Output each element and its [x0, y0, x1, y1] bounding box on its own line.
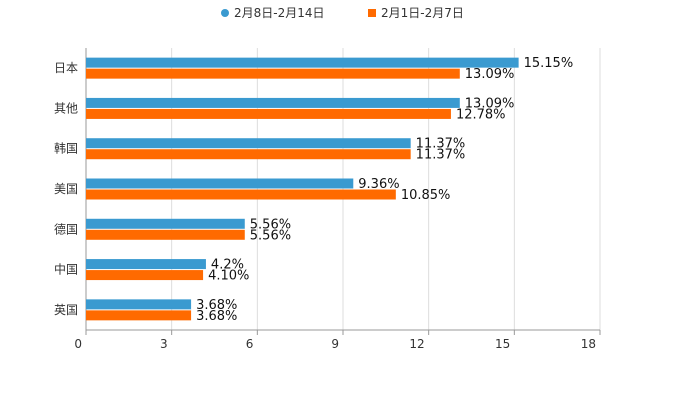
legend-marker-series-1 [221, 9, 229, 17]
bar-series-2-6[interactable] [86, 310, 192, 321]
bar-series-2-4[interactable] [86, 229, 245, 240]
bar-series-2-2[interactable] [86, 149, 411, 160]
data-label-series-1-3: 9.36% [358, 177, 399, 192]
data-label-series-2-2: 11.37% [416, 148, 466, 163]
category-label: 韩国 [54, 141, 78, 156]
data-label-series-2-3: 10.85% [401, 188, 451, 203]
legend-marker-series-2 [368, 9, 376, 17]
x-tick-label-0: 0 [74, 337, 82, 351]
legend: 2月8日-2月14日 2月1日-2月7日 [221, 6, 464, 20]
bar-series-1-6[interactable] [86, 299, 192, 310]
bar-series-1-0[interactable] [86, 57, 519, 68]
category-label: 美国 [54, 182, 78, 196]
legend-label-series-1: 2月8日-2月14日 [234, 6, 325, 20]
category-label: 其他 [54, 101, 78, 115]
x-tick-label-3: 3 [160, 337, 168, 351]
bar-series-1-5[interactable] [86, 259, 206, 270]
data-label-series-1-6: 3.68% [196, 298, 237, 313]
x-axis: 0 3 6 9 12 15 18 [74, 329, 601, 351]
data-label-series-1-1: 13.09% [465, 96, 515, 111]
data-label-series-1-5: 4.2% [211, 258, 244, 273]
category-label: 日本 [54, 61, 78, 75]
bar-series-2-0[interactable] [86, 68, 460, 79]
data-label-series-1-2: 11.37% [416, 137, 466, 152]
x-tick-label-6: 6 [246, 337, 254, 351]
bar-series-1-4[interactable] [86, 218, 245, 229]
x-tick-label-15: 15 [495, 337, 510, 351]
value-labels: 15.15%13.09%13.09%12.78%11.37%11.37%9.36… [196, 56, 573, 324]
category-label: 中国 [54, 262, 78, 277]
category-label: 英国 [54, 303, 78, 317]
data-label-series-2-4: 5.56% [250, 228, 291, 243]
bar-series-2-5[interactable] [86, 270, 204, 281]
category-label: 德国 [54, 221, 78, 236]
data-label-series-1-4: 5.56% [250, 217, 291, 232]
bar-series-2-3[interactable] [86, 189, 396, 200]
bar-series-1-2[interactable] [86, 138, 411, 149]
x-tick-label-12: 12 [409, 337, 424, 351]
grid-lines [85, 48, 601, 330]
bar-series-2-1[interactable] [86, 108, 451, 119]
data-label-series-2-6: 3.68% [196, 309, 237, 324]
data-label-series-2-5: 4.10% [208, 269, 249, 284]
legend-label-series-2: 2月1日-2月7日 [381, 6, 464, 20]
x-tick-label-9: 9 [331, 337, 339, 351]
data-label-series-1-0: 15.15% [524, 56, 574, 71]
bar-series-1-1[interactable] [86, 97, 460, 108]
bar-series-1-3[interactable] [86, 178, 354, 189]
data-label-series-2-0: 13.09% [465, 67, 515, 82]
data-label-series-2-1: 12.78% [456, 107, 506, 122]
x-tick-label-18: 18 [581, 337, 596, 351]
bars [86, 57, 519, 321]
